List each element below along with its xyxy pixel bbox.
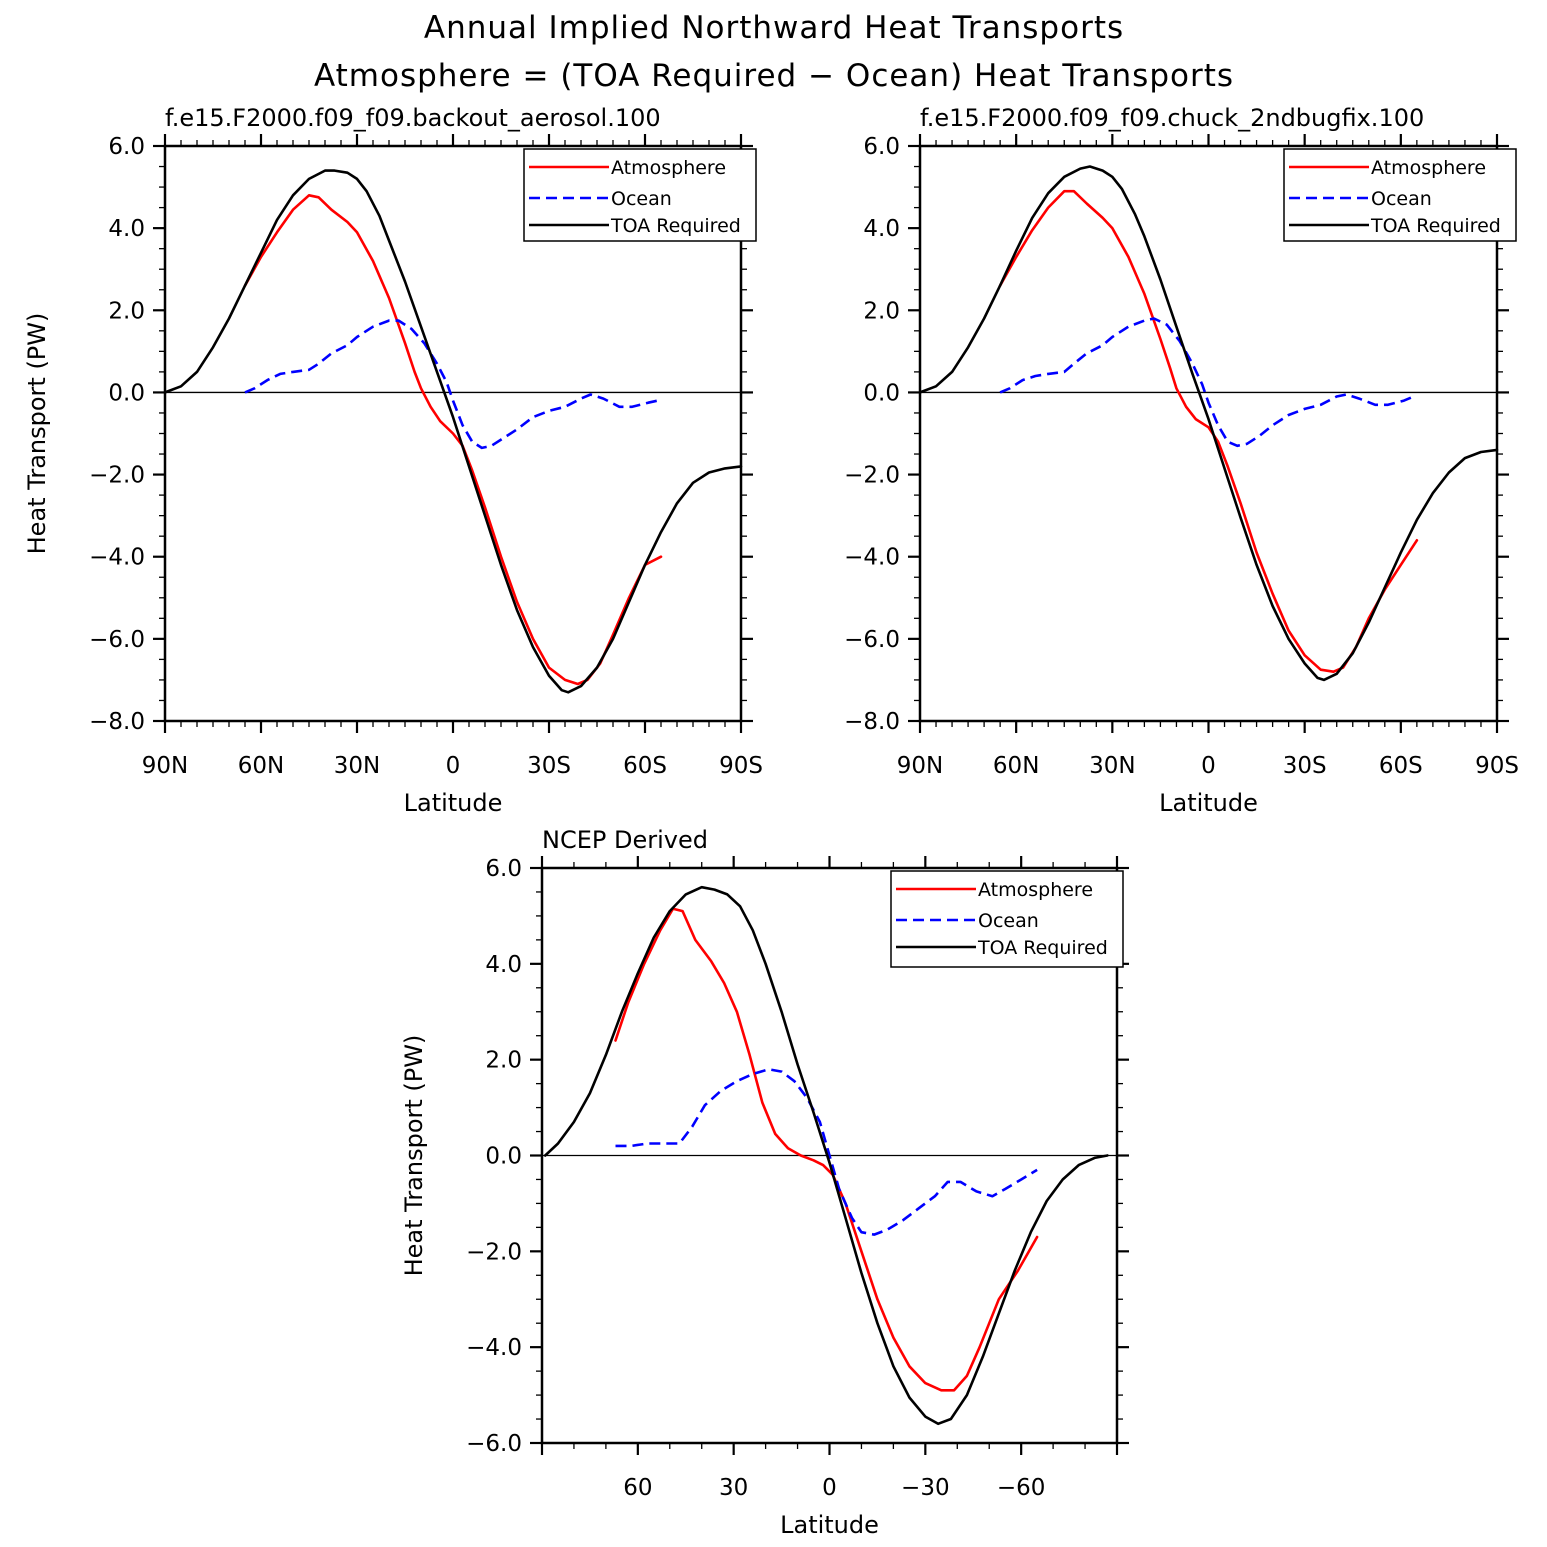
- y-tick-label: 2.0: [485, 1048, 522, 1074]
- panel-title: NCEP Derived: [542, 826, 708, 854]
- legend-label: TOA Required: [610, 215, 741, 237]
- y-tick-label: 0.0: [485, 1144, 522, 1170]
- y-tick-label: −4.0: [844, 545, 900, 571]
- series-line-ocean: [615, 1068, 1038, 1236]
- x-tick-label: 30N: [1089, 753, 1135, 779]
- series-line-ocean: [999, 317, 1415, 448]
- chart-panel-backout-aerosol: f.e15.F2000.f09_f09.backout_aerosol.100 6…: [23, 104, 763, 817]
- x-tick-label: 90N: [897, 753, 943, 779]
- series-line-ocean: [244, 319, 659, 450]
- y-tick-label: −2.0: [844, 463, 900, 489]
- y-tick-label: 2.0: [108, 298, 145, 324]
- legend: Atmosphere Ocean TOA Required: [523, 148, 757, 242]
- y-tick-label: −4.0: [89, 545, 145, 571]
- y-tick-label: −6.0: [466, 1431, 522, 1457]
- y-tick-label: −8.0: [844, 709, 900, 735]
- x-tick-label: 30S: [527, 753, 571, 779]
- x-tick-label: 30S: [1283, 753, 1327, 779]
- y-axis-label: Heat Transport (PW): [400, 1035, 428, 1277]
- x-tick-label: 30N: [334, 753, 380, 779]
- y-tick-label: 4.0: [108, 216, 145, 242]
- y-axis-label: Heat Transport (PW): [23, 313, 51, 555]
- series-line-toa-required: [543, 885, 1109, 1426]
- chart-panel-chuck-2ndbugfix: f.e15.F2000.f09_f09.chuck_2ndbugfix.100 6…: [844, 104, 1519, 817]
- x-tick-label: 30: [719, 1475, 748, 1501]
- legend: Atmosphere Ocean TOA Required: [890, 870, 1124, 968]
- legend-label: Atmosphere: [978, 879, 1093, 901]
- x-tick-label: 90S: [1475, 753, 1519, 779]
- y-tick-label: 4.0: [863, 216, 900, 242]
- x-tick-label: −60: [997, 1475, 1046, 1501]
- y-tick-label: 4.0: [485, 952, 522, 978]
- x-tick-label: 0: [1201, 753, 1216, 779]
- series-line-toa-required: [918, 165, 1499, 682]
- figure-title-line2: Atmosphere = (TOA Required − Ocean) Heat…: [314, 58, 1234, 94]
- y-tick-label: −2.0: [89, 463, 145, 489]
- y-tick-label: 0.0: [863, 380, 900, 406]
- x-tick-label: 60S: [623, 753, 667, 779]
- x-tick-label: 60N: [238, 753, 284, 779]
- panel-title: f.e15.F2000.f09_f09.chuck_2ndbugfix.100: [920, 104, 1424, 132]
- x-tick-label: −30: [901, 1475, 950, 1501]
- y-tick-label: 2.0: [863, 298, 900, 324]
- x-axis-label: Latitude: [404, 789, 503, 817]
- x-tick-label: 90N: [142, 753, 188, 779]
- legend-label: Ocean: [978, 910, 1039, 932]
- y-tick-label: −6.0: [844, 627, 900, 653]
- x-axis-label: Latitude: [1159, 789, 1258, 817]
- series-line-atmosphere: [998, 189, 1419, 673]
- panel-title: f.e15.F2000.f09_f09.backout_aerosol.100: [165, 104, 661, 132]
- series-line-atmosphere: [243, 194, 663, 686]
- y-tick-label: 6.0: [863, 134, 900, 160]
- x-tick-label: 0: [446, 753, 461, 779]
- y-tick-label: −8.0: [89, 709, 145, 735]
- legend-label: Atmosphere: [1371, 157, 1486, 179]
- legend-label: Atmosphere: [611, 157, 726, 179]
- x-tick-label: 60N: [993, 753, 1039, 779]
- x-tick-label: 0: [822, 1475, 837, 1501]
- y-tick-label: 6.0: [485, 856, 522, 882]
- x-tick-label: 60: [623, 1475, 652, 1501]
- chart-panel-ncep-derived: NCEP Derived 6.0 4.0 2.0 0.0 −2.0 −4.0 −6.0 60 30…: [400, 826, 1129, 1539]
- x-axis-label: Latitude: [780, 1511, 879, 1539]
- y-tick-label: −6.0: [89, 627, 145, 653]
- x-tick-label: 90S: [719, 753, 763, 779]
- legend: Atmosphere Ocean TOA Required: [1283, 148, 1517, 242]
- y-tick-label: −4.0: [466, 1335, 522, 1361]
- series-line-atmosphere: [614, 907, 1039, 1392]
- y-tick-label: 0.0: [108, 380, 145, 406]
- y-tick-label: 6.0: [108, 134, 145, 160]
- legend-box: [890, 870, 1124, 968]
- series-line-toa-required: [163, 169, 743, 694]
- y-tick-label: −2.0: [466, 1239, 522, 1265]
- x-tick-label: 60S: [1379, 753, 1423, 779]
- legend-label: Ocean: [1371, 188, 1432, 210]
- legend-label: TOA Required: [1370, 215, 1501, 237]
- figure-title-line1: Annual Implied Northward Heat Transports: [424, 10, 1124, 46]
- legend-box: [523, 148, 757, 242]
- legend-label: TOA Required: [977, 937, 1108, 959]
- legend-label: Ocean: [611, 188, 672, 210]
